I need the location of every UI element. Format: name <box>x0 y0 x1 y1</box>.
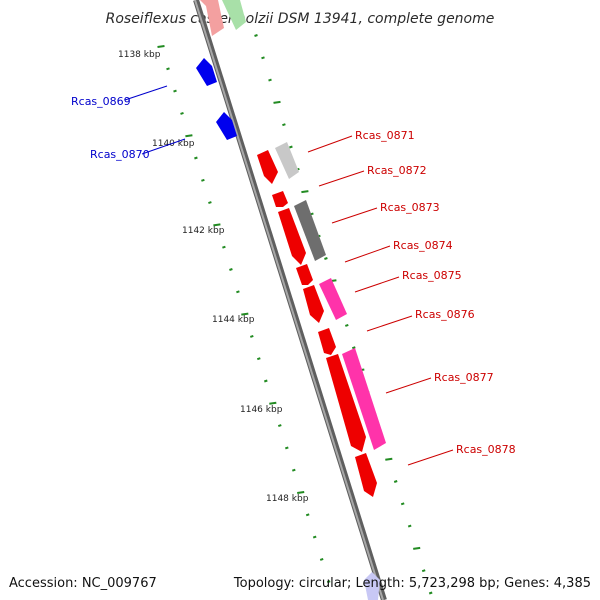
tick-label-1148: 1148 kbp <box>266 494 309 504</box>
leader-line-rcas-0875 <box>354 276 400 293</box>
accession-text: Accession: NC_009767 <box>9 576 157 591</box>
tick-mark-minor <box>326 580 331 584</box>
tick-mark-major <box>269 401 277 405</box>
leader-line-rcas-0876 <box>366 315 413 332</box>
gene-arrow-rcas-0875[interactable] <box>319 278 347 320</box>
tick-mark-minor <box>407 524 412 528</box>
tick-mark-minor <box>222 245 226 249</box>
tick-label-1140: 1140 kbp <box>152 139 195 149</box>
context-gene-bottom-blue[interactable] <box>364 572 380 600</box>
tick-mark-minor <box>421 569 426 573</box>
leader-line-rcas-0874 <box>344 245 391 263</box>
tick-mark-major <box>185 134 193 138</box>
gene-label-rcas-0877[interactable]: Rcas_0877 <box>434 371 494 384</box>
tick-mark-minor <box>201 178 205 182</box>
tick-mark-minor <box>282 123 286 127</box>
gene-label-rcas-0875[interactable]: Rcas_0875 <box>402 269 462 282</box>
gene-label-rcas-0870[interactable]: Rcas_0870 <box>90 148 150 161</box>
context-gene-top-red[interactable] <box>200 0 224 36</box>
gene-arrow-rcas-0874[interactable] <box>296 264 313 285</box>
leader-line-rcas-0870 <box>141 138 186 155</box>
gene-arrow-rcas-0876[interactable] <box>318 328 336 355</box>
tick-mark-minor <box>208 201 212 205</box>
tick-mark-minor <box>428 591 433 595</box>
tick-mark-minor <box>173 89 177 93</box>
gene-arrow-rcas-0875-inner[interactable] <box>303 285 324 323</box>
gene-arrows <box>196 58 386 497</box>
tick-mark-minor <box>319 557 324 561</box>
gene-arrow-rcas-0869[interactable] <box>196 58 217 86</box>
tick-mark-minor <box>268 78 272 82</box>
tick-label-1146: 1146 kbp <box>240 405 283 415</box>
tick-mark-minor <box>400 502 405 506</box>
gene-label-rcas-0876[interactable]: Rcas_0876 <box>415 308 475 321</box>
gene-arrow-rcas-0877-inner[interactable] <box>326 354 366 452</box>
leader-line-rcas-0871 <box>307 135 353 153</box>
gene-label-rcas-0873[interactable]: Rcas_0873 <box>380 201 440 214</box>
tick-mark-minor <box>194 156 198 160</box>
gene-arrow-rcas-0878[interactable] <box>355 453 377 497</box>
tick-mark-minor <box>289 145 293 149</box>
tick-mark-minor <box>277 424 282 428</box>
leader-line-rcas-0869 <box>124 85 168 101</box>
tick-mark-major <box>301 190 309 194</box>
tick-label-1144: 1144 kbp <box>212 315 255 325</box>
leader-line-rcas-0872 <box>318 170 365 187</box>
genome-backbone <box>193 0 387 600</box>
tick-mark-minor <box>344 323 349 327</box>
tick-mark-major <box>157 45 165 48</box>
tick-mark-major <box>213 223 221 227</box>
tick-mark-minor <box>263 379 268 383</box>
gene-label-rcas-0878[interactable]: Rcas_0878 <box>456 443 516 456</box>
tick-label-1142: 1142 kbp <box>182 226 225 236</box>
tick-labels: 1138 kbp 1140 kbp 1142 kbp 1144 kbp 1146… <box>118 50 309 504</box>
gene-arrow-rcas-0871-inner[interactable] <box>257 150 278 184</box>
tick-mark-major <box>241 312 249 316</box>
left-tick-track <box>157 45 331 584</box>
context-gene-top-green[interactable] <box>222 0 246 30</box>
tick-mark-minor <box>305 513 310 517</box>
gene-label-rcas-0872[interactable]: Rcas_0872 <box>367 164 427 177</box>
tick-mark-minor <box>284 446 289 450</box>
tick-mark-minor <box>351 346 356 350</box>
leader-line-rcas-0877 <box>385 377 432 394</box>
tick-mark-minor <box>236 290 240 294</box>
gene-label-rcas-0871[interactable]: Rcas_0871 <box>355 129 415 142</box>
tick-mark-minor <box>291 468 296 472</box>
tick-mark-minor <box>180 111 184 115</box>
tick-mark-major <box>385 457 393 461</box>
gene-arrow-rcas-0872[interactable] <box>272 191 288 207</box>
tick-mark-minor <box>256 357 261 361</box>
tick-mark-minor <box>261 56 265 60</box>
leader-line-rcas-0878 <box>407 449 454 466</box>
gene-arrow-rcas-0877[interactable] <box>342 348 386 450</box>
context-genes <box>200 0 380 600</box>
gene-label-rcas-0869[interactable]: Rcas_0869 <box>71 95 131 108</box>
gene-arrow-rcas-0873[interactable] <box>294 200 326 261</box>
tick-mark-minor <box>254 34 258 37</box>
tick-mark-minor <box>229 268 233 271</box>
leader-line-rcas-0873 <box>331 207 378 224</box>
tick-mark-major <box>297 491 305 494</box>
gene-label-rcas-0874[interactable]: Rcas_0874 <box>393 239 453 252</box>
tick-mark-minor <box>393 480 398 483</box>
tick-mark-major <box>273 100 281 104</box>
tick-mark-minor <box>324 257 328 260</box>
tick-label-1138: 1138 kbp <box>118 50 161 60</box>
tick-mark-major <box>413 546 421 550</box>
tick-mark-minor <box>312 535 317 539</box>
tick-mark-minor <box>166 67 170 71</box>
gene-arrow-rcas-0871[interactable] <box>275 142 299 179</box>
gene-labels: Rcas_0869 Rcas_0870 Rcas_0871 Rcas_0872 … <box>71 85 516 466</box>
gene-arrow-rcas-0870[interactable] <box>216 112 237 140</box>
gene-arrow-rcas-0873-inner[interactable] <box>278 208 306 265</box>
tick-mark-minor <box>249 334 254 338</box>
genome-summary-text: Topology: circular; Length: 5,723,298 bp… <box>233 576 591 591</box>
map-title: Roseiflexus castenholzii DSM 13941, comp… <box>106 11 495 27</box>
